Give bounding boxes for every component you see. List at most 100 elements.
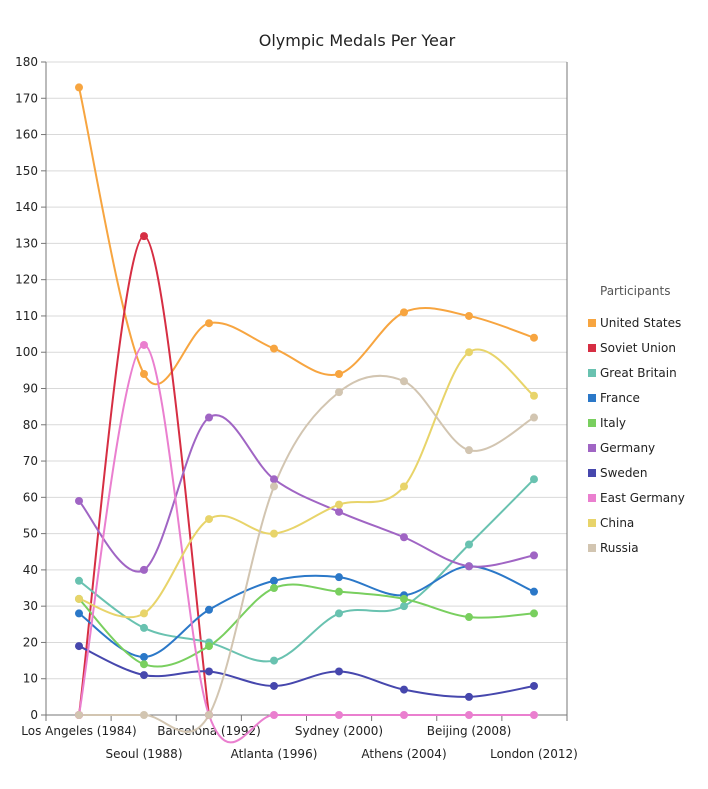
legend-item-russia[interactable]: Russia [588, 541, 639, 555]
data-point-china[interactable] [205, 515, 213, 524]
data-point-united-states[interactable] [335, 369, 343, 378]
data-point-france[interactable] [270, 576, 278, 585]
data-point-great-britain[interactable] [465, 540, 473, 549]
data-point-germany[interactable] [140, 565, 148, 574]
data-point-sweden[interactable] [205, 667, 213, 676]
data-point-russia[interactable] [270, 482, 278, 491]
data-point-italy[interactable] [205, 642, 213, 651]
legend-item-east-germany[interactable]: East Germany [588, 491, 685, 505]
data-point-germany[interactable] [75, 496, 83, 505]
data-point-united-states[interactable] [400, 308, 408, 317]
legend-item-germany[interactable]: Germany [588, 441, 655, 455]
legend-swatch [588, 519, 596, 527]
legend-title: Participants [600, 284, 671, 298]
data-point-china[interactable] [270, 529, 278, 538]
legend-label: United States [600, 316, 681, 330]
y-tick-label: 110 [15, 309, 38, 323]
data-point-germany[interactable] [335, 507, 343, 516]
x-tick-label: Seoul (1988) [106, 747, 183, 761]
legend-item-sweden[interactable]: Sweden [588, 466, 647, 480]
data-point-sweden[interactable] [400, 685, 408, 694]
legend-item-great-britain[interactable]: Great Britain [588, 366, 677, 380]
data-point-germany[interactable] [530, 551, 538, 560]
data-point-united-states[interactable] [270, 344, 278, 353]
data-point-france[interactable] [335, 573, 343, 582]
data-point-united-states[interactable] [205, 319, 213, 328]
data-point-great-britain[interactable] [530, 475, 538, 484]
data-point-united-states[interactable] [465, 311, 473, 320]
data-point-china[interactable] [140, 609, 148, 618]
legend-swatch [588, 544, 596, 552]
data-point-germany[interactable] [270, 475, 278, 484]
data-point-sweden[interactable] [140, 671, 148, 680]
data-point-italy[interactable] [465, 613, 473, 622]
data-point-east-germany[interactable] [140, 340, 148, 349]
data-point-sweden[interactable] [465, 692, 473, 701]
legend-item-soviet-union[interactable]: Soviet Union [588, 341, 676, 355]
data-point-china[interactable] [530, 391, 538, 400]
data-point-china[interactable] [75, 594, 83, 603]
data-point-france[interactable] [140, 652, 148, 661]
data-point-united-states[interactable] [75, 83, 83, 92]
data-point-france[interactable] [205, 605, 213, 614]
data-point-china[interactable] [335, 500, 343, 509]
data-point-russia[interactable] [465, 446, 473, 455]
legend-swatch [588, 369, 596, 377]
y-tick-label: 100 [15, 345, 38, 359]
data-point-sweden[interactable] [75, 642, 83, 651]
legend-item-italy[interactable]: Italy [588, 416, 626, 430]
data-point-italy[interactable] [335, 587, 343, 596]
data-point-east-germany[interactable] [270, 711, 278, 719]
x-tick-label: Sydney (2000) [295, 724, 383, 738]
legend-label: Italy [600, 416, 626, 430]
legend-item-united-states[interactable]: United States [588, 316, 681, 330]
data-point-east-germany[interactable] [335, 711, 343, 719]
data-point-italy[interactable] [140, 660, 148, 669]
data-point-east-germany[interactable] [400, 711, 408, 719]
data-point-china[interactable] [400, 482, 408, 491]
legend-label: Great Britain [600, 366, 677, 380]
data-point-germany[interactable] [465, 562, 473, 571]
data-point-russia[interactable] [530, 413, 538, 422]
data-point-great-britain[interactable] [140, 623, 148, 632]
data-point-sweden[interactable] [335, 667, 343, 676]
data-point-east-germany[interactable] [465, 711, 473, 719]
legend: Participants United States Soviet Union Gre… [588, 284, 685, 555]
data-point-sweden[interactable] [270, 681, 278, 690]
data-point-china[interactable] [465, 348, 473, 357]
legend-item-china[interactable]: China [588, 516, 634, 530]
series-line-sweden [78, 645, 535, 698]
legend-label: France [600, 391, 640, 405]
data-point-italy[interactable] [530, 609, 538, 618]
y-tick-label: 30 [23, 599, 38, 613]
legend-item-france[interactable]: France [588, 391, 640, 405]
data-point-great-britain[interactable] [75, 576, 83, 585]
data-point-united-states[interactable] [530, 333, 538, 342]
data-point-united-states[interactable] [140, 369, 148, 378]
data-point-great-britain[interactable] [270, 656, 278, 665]
data-point-france[interactable] [530, 587, 538, 596]
data-point-soviet-union[interactable] [140, 232, 148, 241]
data-point-france[interactable] [75, 609, 83, 618]
data-point-germany[interactable] [400, 533, 408, 542]
y-tick-label: 170 [15, 91, 38, 105]
data-point-great-britain[interactable] [400, 602, 408, 611]
y-tick-label: 80 [23, 418, 38, 432]
data-point-italy[interactable] [270, 584, 278, 593]
data-point-great-britain[interactable] [335, 609, 343, 618]
data-point-russia[interactable] [75, 711, 83, 719]
data-point-east-germany[interactable] [530, 711, 538, 719]
data-point-germany[interactable] [205, 413, 213, 422]
y-tick-label: 130 [15, 236, 38, 250]
data-point-russia[interactable] [140, 711, 148, 719]
data-point-italy[interactable] [400, 594, 408, 603]
data-point-russia[interactable] [205, 711, 213, 719]
data-point-russia[interactable] [400, 377, 408, 386]
data-point-sweden[interactable] [530, 681, 538, 690]
data-point-russia[interactable] [335, 388, 343, 397]
x-tick-label: Barcelona (1992) [157, 724, 261, 738]
series-line-russia [79, 374, 535, 733]
y-tick-label: 40 [23, 563, 38, 577]
